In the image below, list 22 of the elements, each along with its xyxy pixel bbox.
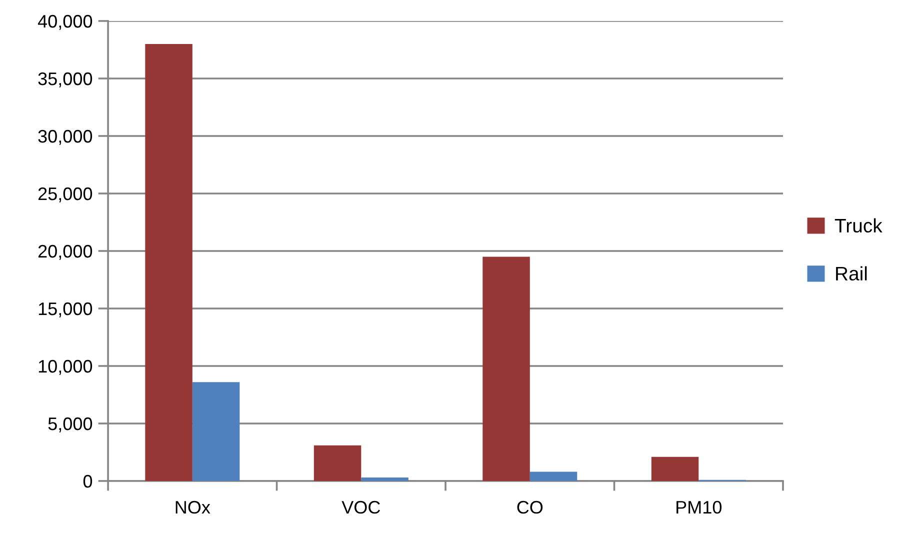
y-tick-label: 20,000	[38, 244, 92, 260]
y-tick-label: 15,000	[38, 302, 92, 318]
bar	[192, 382, 240, 481]
y-tick-label: 5,000	[48, 417, 92, 432]
legend-label: Rail	[836, 266, 867, 281]
x-tick-label: NOx	[176, 500, 210, 514]
bar	[651, 456, 699, 481]
x-tick-label: PM10	[676, 500, 722, 514]
x-tick-label: CO	[517, 500, 543, 514]
y-tick-label: 40,000	[38, 14, 92, 30]
y-tick-label: 0	[83, 474, 92, 488]
bar	[482, 256, 530, 481]
bar	[314, 445, 362, 481]
x-tick-label: VOC	[342, 500, 380, 514]
legend-label: Truck	[834, 218, 882, 233]
bar	[145, 44, 192, 481]
bar	[361, 478, 408, 481]
bar	[530, 472, 578, 481]
y-tick-label: 30,000	[38, 130, 92, 145]
y-tick-label: 25,000	[38, 187, 92, 202]
y-tick-label: 10,000	[38, 360, 92, 375]
y-tick-label: 35,000	[38, 72, 92, 88]
